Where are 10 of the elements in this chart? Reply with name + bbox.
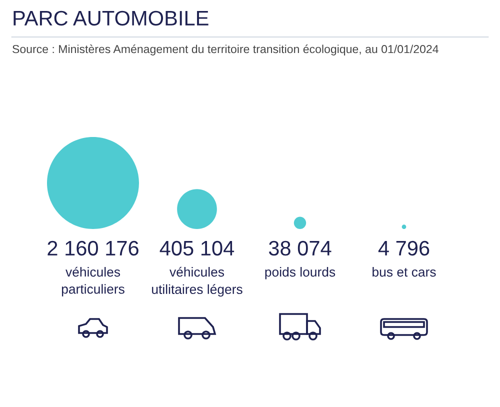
category-label: bus et cars xyxy=(372,267,436,277)
category-label: poids lourds xyxy=(265,267,336,280)
data-label: 405 104 xyxy=(160,240,234,256)
data-label: 4 796 xyxy=(378,240,430,256)
data-label: 2 160 176 xyxy=(48,240,138,256)
category-label: véhicules utilitaires légers xyxy=(152,266,242,297)
data-label: 38 074 xyxy=(268,240,332,256)
source-note: Source : Ministères Aménagement du territoire transition écologique, au 01/01/2024 xyxy=(12,44,438,56)
category-label: véhicules particuliers xyxy=(62,266,124,296)
text: PARC AUTOMOBILE xyxy=(14,10,208,26)
